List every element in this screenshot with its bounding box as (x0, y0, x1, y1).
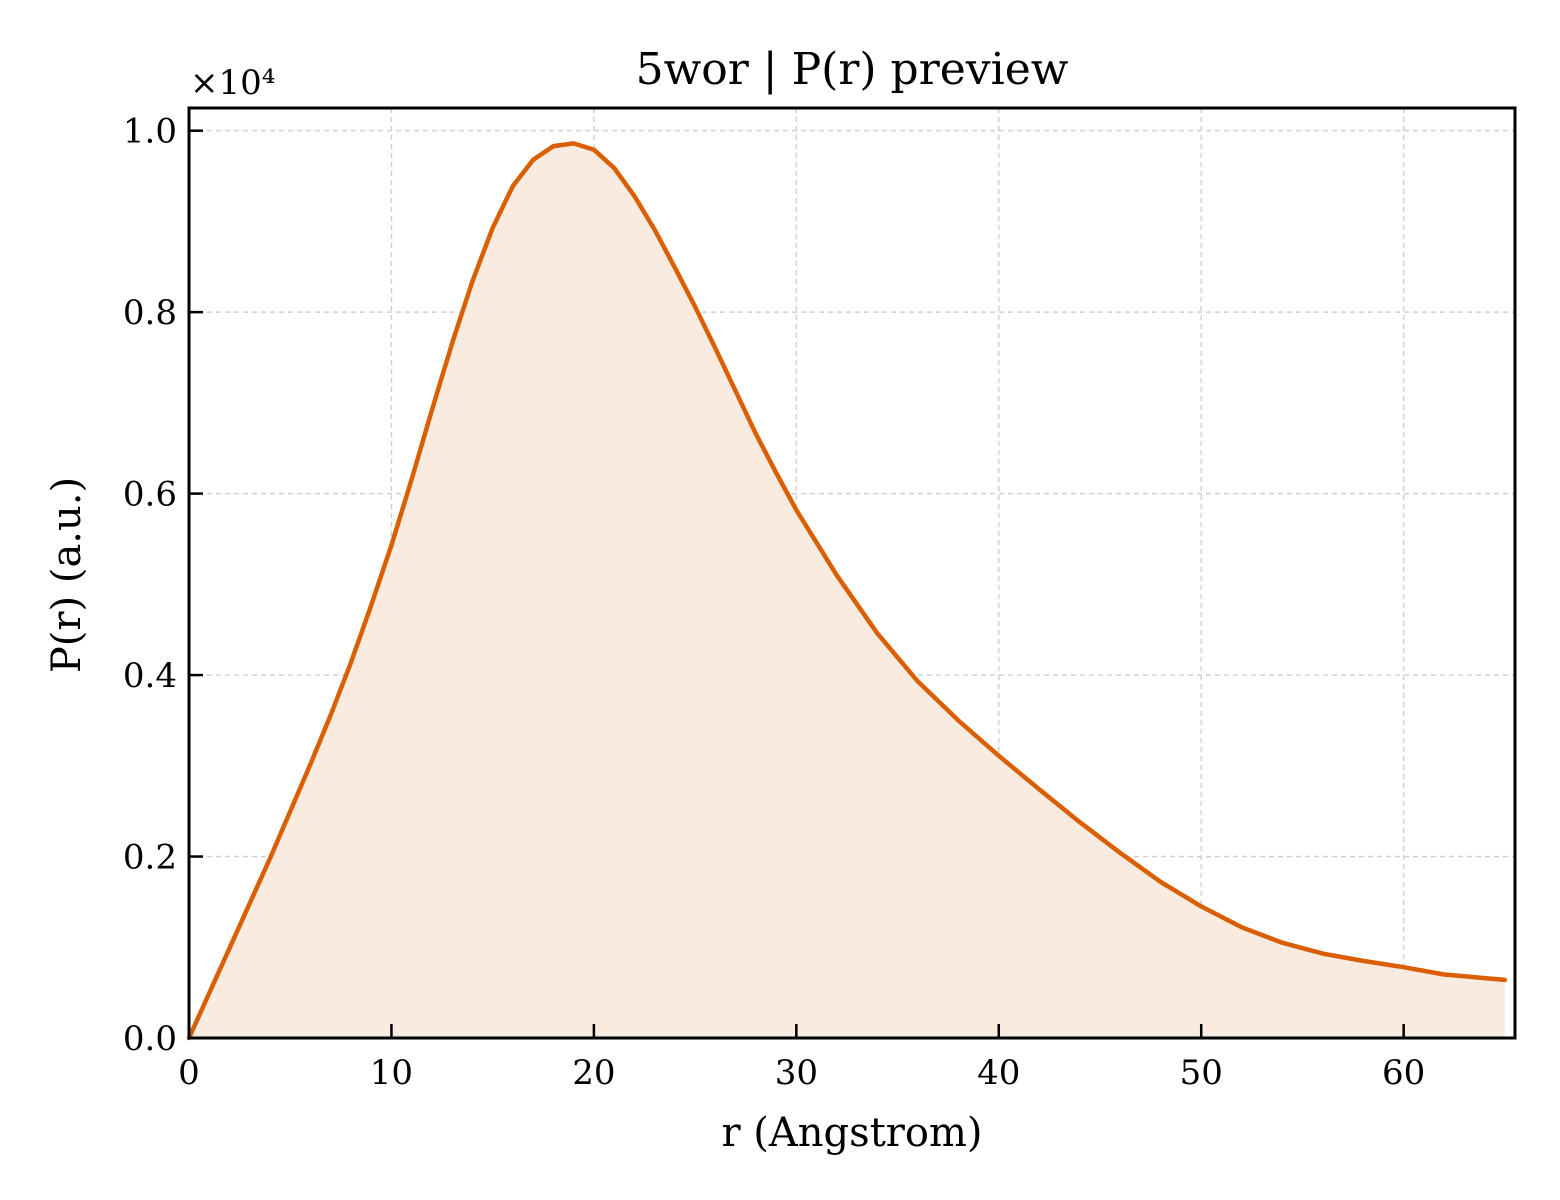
chart-title: 5wor | P(r) preview (636, 44, 1069, 95)
x-tick-label: 40 (977, 1053, 1020, 1093)
x-tick-label: 10 (370, 1053, 413, 1093)
y-tick-label: 0.4 (123, 656, 177, 696)
y-tick-label: 0.0 (123, 1019, 177, 1059)
plot-frame (187, 106, 1517, 1040)
y-tick-label: 0.2 (123, 838, 177, 878)
x-tick-label: 0 (178, 1053, 200, 1093)
series-line (186, 141, 1508, 1041)
y-axis-title: P(r) (a.u.) (44, 477, 90, 673)
y-scale-multiplier: ×10⁴ (190, 63, 275, 103)
y-tick-label: 0.6 (123, 475, 177, 515)
x-tick-label: 60 (1382, 1053, 1425, 1093)
x-tick-label: 30 (775, 1053, 818, 1093)
ticks: 0 10 20 30 40 50 60 0.0 0.2 0.4 0.6 0.8 1.0 (123, 112, 1425, 1093)
x-tick-label: 20 (572, 1053, 615, 1093)
y-tick-label: 0.8 (123, 293, 177, 333)
x-axis-title: r (Angstrom) (721, 1110, 982, 1156)
x-tick-label: 50 (1180, 1053, 1223, 1093)
y-tick-label: 1.0 (123, 112, 177, 152)
